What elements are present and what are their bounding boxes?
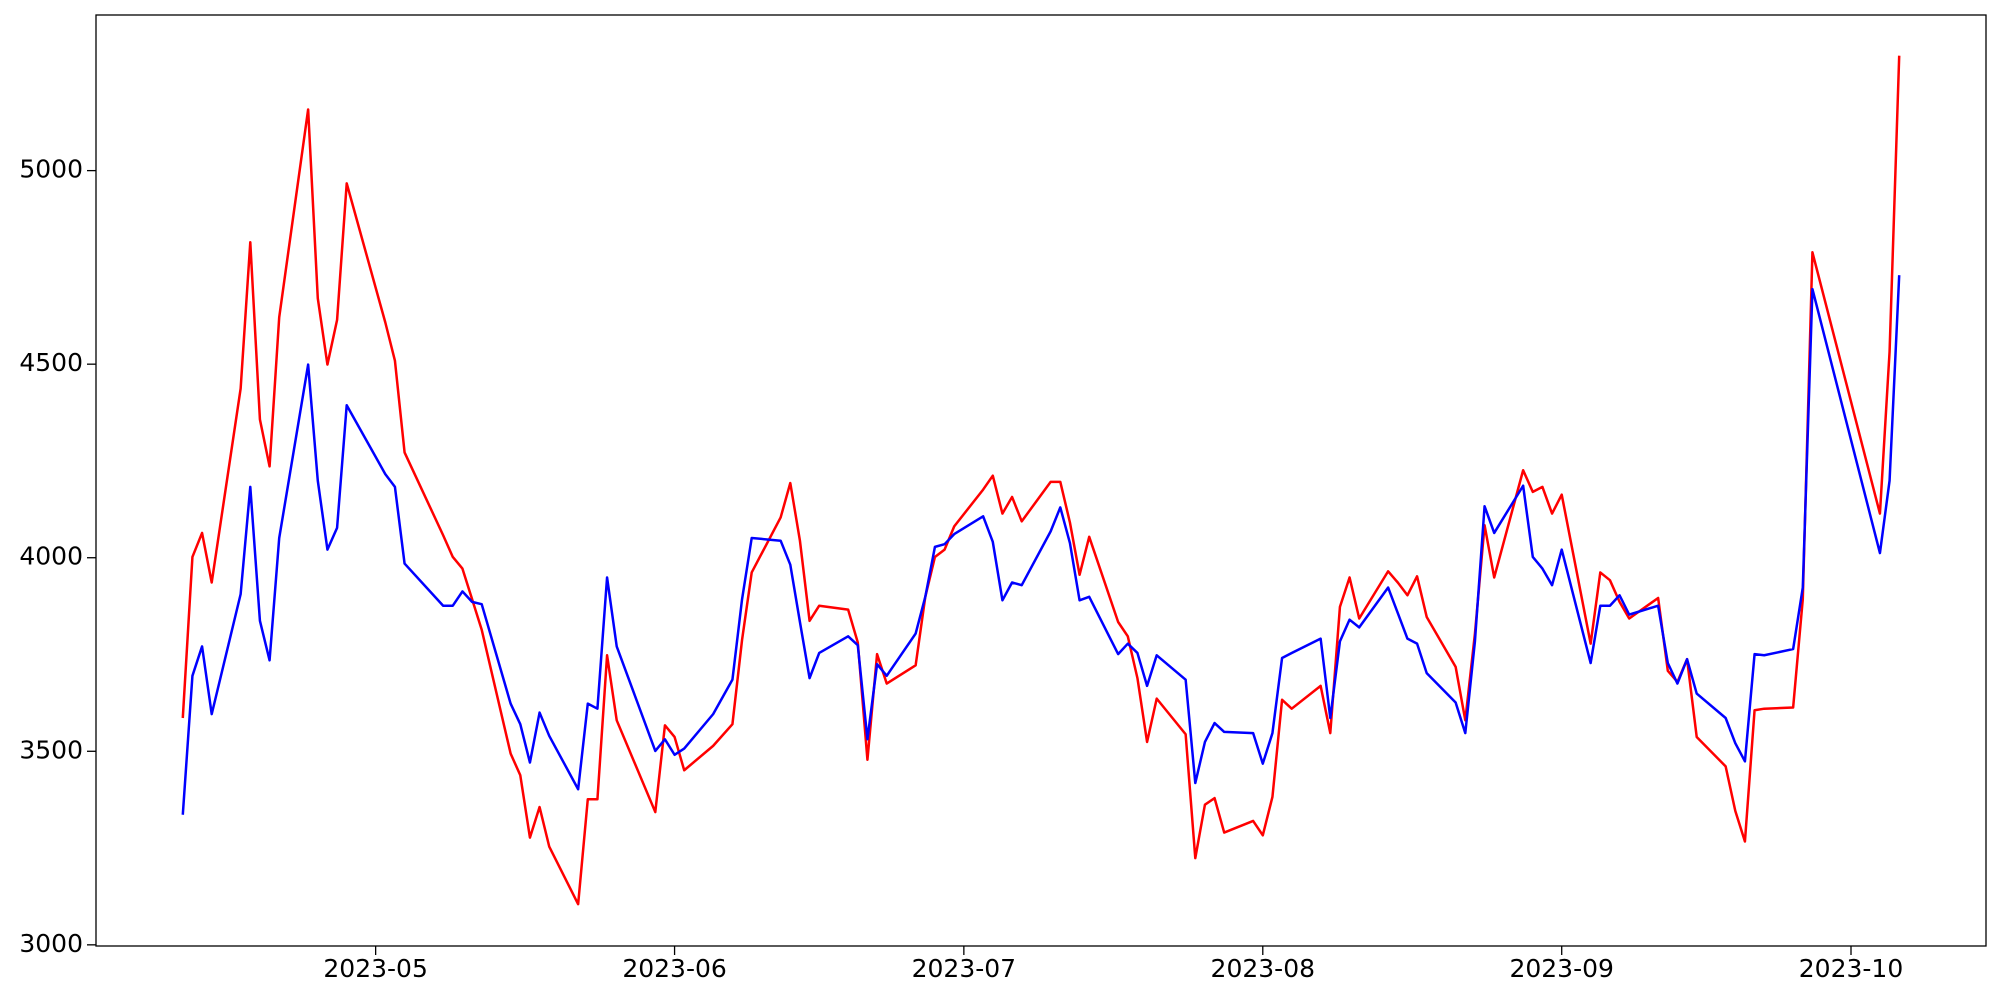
x-tick-label: 2023-07 bbox=[912, 954, 1016, 983]
x-tick-label: 2023-08 bbox=[1211, 954, 1315, 983]
y-tick-label: 4000 bbox=[19, 542, 83, 571]
x-tick-label: 2023-06 bbox=[622, 954, 726, 983]
y-tick-label: 3000 bbox=[19, 929, 83, 958]
x-tick-label: 2023-09 bbox=[1509, 954, 1613, 983]
x-tick-label: 2023-05 bbox=[323, 954, 427, 983]
y-tick-label: 3500 bbox=[19, 735, 83, 764]
y-tick-label: 4500 bbox=[19, 348, 83, 377]
y-tick-label: 5000 bbox=[19, 155, 83, 184]
series-line bbox=[181, 55, 1901, 906]
series-line bbox=[181, 275, 1901, 815]
x-tick-label: 2023-10 bbox=[1799, 954, 1903, 983]
plot-frame bbox=[95, 14, 1987, 947]
